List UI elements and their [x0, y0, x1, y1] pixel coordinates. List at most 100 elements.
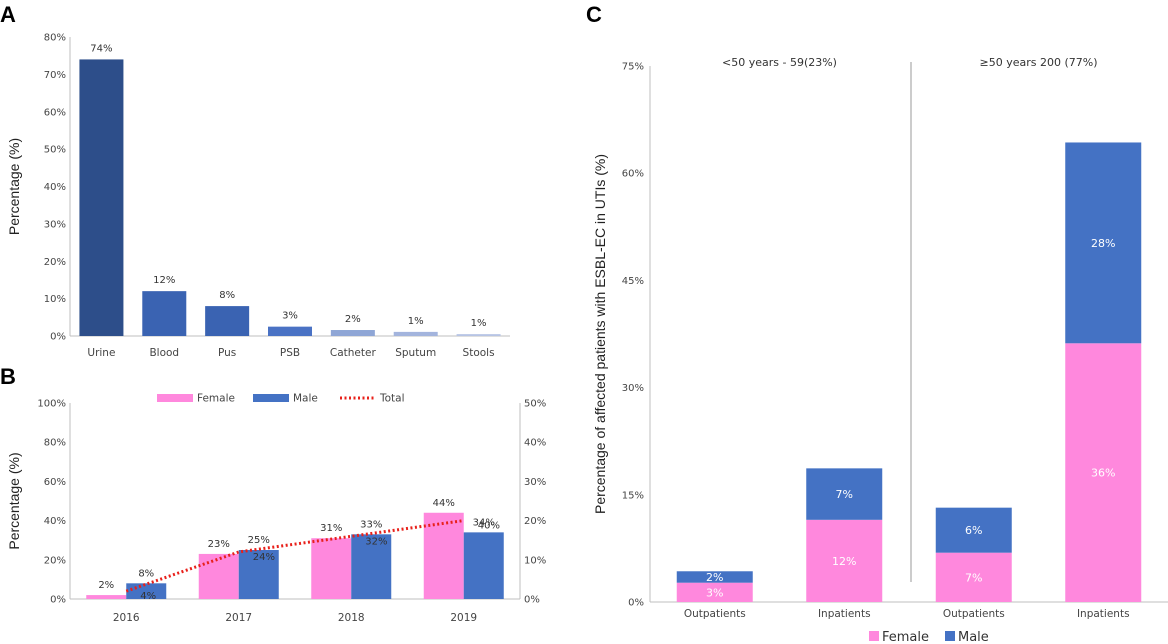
a-bar-data-label: 8%	[219, 290, 235, 301]
a-y-tick-label: 70%	[44, 70, 66, 81]
b-y-tick-label: 60%	[44, 477, 66, 488]
b-bar-female-2018	[311, 538, 352, 599]
b-y-tick-label: 0%	[50, 595, 66, 606]
b-legend-label: Male	[293, 393, 318, 405]
a-y-tick-label: 0%	[50, 332, 66, 343]
c-female-data-label: 36%	[1091, 467, 1115, 480]
c-bar-male-2	[935, 507, 1012, 553]
a-y-tick-label: 20%	[44, 257, 66, 268]
c-male-data-label: 6%	[965, 524, 982, 537]
c-y-axis-title: Percentage of affected patients with ESB…	[592, 154, 608, 514]
b-total-data-label: 32%	[365, 536, 387, 547]
b-male-data-label: 25%	[248, 535, 270, 546]
a-bar-sputum	[393, 331, 438, 336]
c-male-data-label: 7%	[836, 488, 853, 501]
a-y-tick-label: 10%	[44, 294, 66, 305]
b-male-data-label: 8%	[138, 568, 154, 579]
a-bar-psb	[268, 326, 312, 336]
b-y2-tick-label: 0%	[524, 595, 540, 606]
c-y-tick-label: 15%	[622, 490, 644, 501]
a-bar-blood	[142, 291, 187, 336]
b-y2-tick-label: 20%	[524, 516, 546, 527]
a-bar-pus	[205, 306, 250, 336]
b-male-data-label: 34%	[473, 517, 495, 528]
c-male-data-label: 28%	[1091, 237, 1115, 250]
c-group-label: <50 years - 59(23%)	[722, 56, 837, 69]
a-x-tick-label: Sputum	[395, 347, 436, 359]
c-female-data-label: 7%	[965, 571, 982, 584]
b-bar-male-2017	[238, 550, 279, 599]
c-male-data-label: 2%	[706, 571, 723, 584]
c-legend: Female Male	[869, 630, 989, 644]
c-y-tick-label: 75%	[622, 62, 644, 73]
b-bar-male-2019	[463, 532, 504, 599]
a-y-tick-label: 50%	[44, 145, 66, 156]
b-total-data-label: 24%	[253, 552, 275, 563]
a-x-tick-label: Catheter	[330, 347, 377, 359]
chart-b: 0% 20% 40% 60% 80% 100% 0% 10% 20% 30% 40% 50% Femal…	[6, 393, 546, 625]
a-y-axis-title: Percentage (%)	[6, 138, 22, 235]
c-x-tick-label: Outpatients	[943, 608, 1005, 620]
a-bar-stools	[456, 334, 501, 336]
b-y2-tick-label: 50%	[524, 399, 546, 410]
a-x-tick-label: Blood	[149, 347, 179, 359]
a-y-tick-label: 80%	[44, 33, 66, 44]
a-bar-data-label: 3%	[282, 311, 298, 322]
c-bar-female-1	[806, 519, 883, 602]
chart-c: 0% 15% 30% 45% 60% 75% 3% 2% Outpatients 12% 7% Inp…	[592, 56, 1168, 644]
b-x-tick-label: 2016	[113, 612, 140, 624]
c-y-tick-label: 30%	[622, 383, 644, 394]
panel-letter-c: C	[586, 2, 602, 27]
b-bar-female-2016	[86, 595, 127, 599]
c-bar-male-1	[806, 468, 883, 520]
b-y2-tick-label: 10%	[524, 555, 546, 566]
a-x-tick-label: Pus	[218, 347, 236, 359]
b-female-data-label: 2%	[98, 580, 114, 591]
b-legend: Female Male Total	[157, 393, 405, 405]
b-female-data-label: 44%	[433, 498, 455, 509]
b-total-data-label: 4%	[140, 591, 156, 602]
b-y-tick-label: 20%	[44, 555, 66, 566]
a-bar-data-label: 1%	[408, 316, 424, 327]
b-y-axis-title: Percentage (%)	[6, 452, 22, 549]
c-legend-label: Male	[958, 630, 989, 644]
b-total-line	[125, 519, 464, 593]
b-male-data-label: 33%	[360, 519, 382, 530]
c-group-label: ≥50 years 200 (77%)	[979, 56, 1097, 69]
chart-a: 0% 10% 20% 30% 40% 50% 60% 70% 80% 74% Urine 12% Blo…	[6, 33, 510, 359]
c-y-tick-label: 0%	[628, 598, 644, 609]
b-x-tick-label: 2018	[338, 612, 365, 624]
b-bar-male-2018	[351, 534, 392, 599]
b-legend-swatch-male	[253, 394, 289, 402]
c-female-data-label: 12%	[832, 555, 856, 568]
b-bar-female-2017	[198, 553, 239, 599]
a-bar-catheter	[330, 330, 375, 336]
b-y2-tick-label: 30%	[524, 477, 546, 488]
a-y-tick-label: 40%	[44, 182, 66, 193]
b-legend-label: Total	[379, 393, 405, 405]
a-bar-data-label: 2%	[345, 314, 361, 325]
c-legend-swatch-male	[945, 631, 955, 641]
b-legend-swatch-female	[157, 394, 193, 402]
b-legend-label: Female	[197, 393, 235, 405]
c-x-tick-label: Outpatients	[684, 608, 746, 620]
a-x-tick-label: Stools	[463, 347, 495, 359]
b-bar-female-2019	[423, 512, 464, 599]
c-x-tick-label: Inpatients	[1077, 608, 1130, 620]
b-y-tick-label: 80%	[44, 438, 66, 449]
c-y-tick-label: 45%	[622, 276, 644, 287]
c-legend-label: Female	[882, 630, 929, 644]
b-x-tick-label: 2017	[225, 612, 252, 624]
b-y2-tick-label: 40%	[524, 438, 546, 449]
a-bar-data-label: 1%	[471, 318, 487, 329]
b-female-data-label: 23%	[208, 539, 230, 550]
c-bar-male-0	[676, 571, 753, 583]
b-female-data-label: 31%	[320, 523, 342, 534]
a-bar-urine	[79, 59, 124, 337]
a-bar-data-label: 12%	[153, 275, 175, 286]
b-y-tick-label: 40%	[44, 516, 66, 527]
panel-letter-a: A	[0, 2, 16, 27]
c-bar-female-0	[676, 582, 753, 602]
a-x-tick-label: PSB	[280, 347, 300, 359]
